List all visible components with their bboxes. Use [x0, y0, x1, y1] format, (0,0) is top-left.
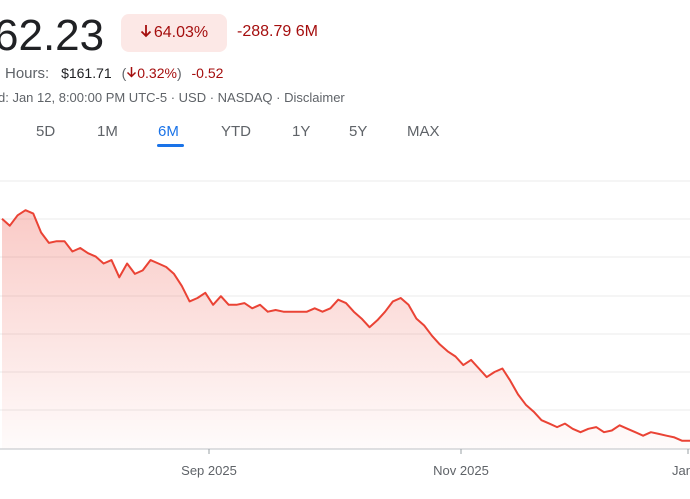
after-hours-change: -0.52	[191, 65, 224, 81]
tab-1m[interactable]: 1M	[97, 123, 118, 140]
arrow-down-icon	[140, 24, 152, 43]
after-hours-price: $161.71	[61, 65, 112, 81]
price-line	[1, 209, 690, 442]
change-percent: 64.03%	[153, 24, 209, 41]
price-area-fill	[2, 210, 690, 449]
range-tabs: 5D 1M 6M YTD 1Y 5Y MAX	[0, 120, 690, 150]
after-hours-label: Hours:	[5, 65, 50, 82]
current-price: 62.23	[0, 11, 105, 60]
tab-5d[interactable]: 5D	[36, 123, 56, 140]
x-axis-labels: Sep 2025 Nov 2025 Jan	[181, 463, 690, 478]
price-chart[interactable]: Sep 2025 Nov 2025 Jan	[0, 160, 690, 499]
close-paren: )	[176, 65, 182, 81]
change-percent-badge: 64.03%	[121, 14, 227, 52]
x-axis-label: Nov 2025	[433, 463, 489, 478]
x-axis-ticks	[208, 449, 689, 454]
x-axis-label: Sep 2025	[181, 463, 237, 478]
open-paren: (	[121, 65, 127, 81]
tab-ytd[interactable]: YTD	[221, 123, 251, 140]
quote-meta-info[interactable]: d: Jan 12, 8:00:00 PM UTC-5 · USD · NASD…	[0, 90, 345, 105]
after-hours-row: Hours: $161.71 (0.32%) -0.52	[5, 64, 223, 83]
change-absolute: -288.79 6M	[237, 23, 318, 40]
tab-5y[interactable]: 5Y	[349, 123, 368, 140]
x-axis-label: Jan	[672, 463, 690, 478]
tab-1y[interactable]: 1Y	[292, 123, 311, 140]
after-hours-pct-value: 0.32%	[137, 65, 177, 81]
after-hours-percent: (0.32%)	[122, 65, 182, 81]
after-hours-arrow-icon	[126, 65, 137, 81]
active-tab-indicator	[157, 144, 184, 147]
tab-6m[interactable]: 6M	[158, 123, 179, 140]
tab-max[interactable]: MAX	[407, 123, 440, 140]
